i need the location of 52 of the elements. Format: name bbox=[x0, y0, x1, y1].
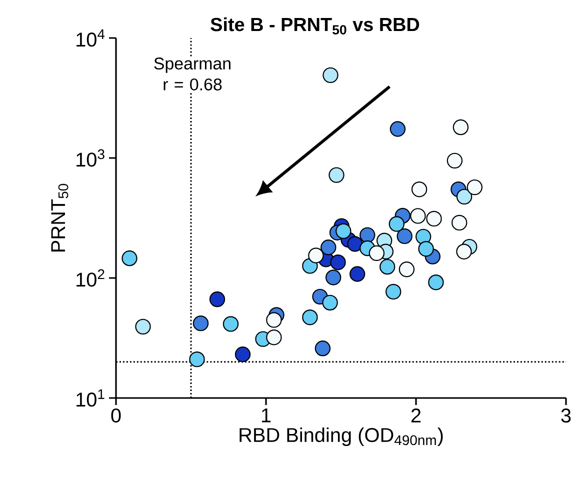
point bbox=[380, 258, 396, 275]
point bbox=[192, 315, 209, 332]
point bbox=[234, 346, 251, 362]
y-tick-label: 10$^{3}$ bbox=[76, 149, 104, 167]
point bbox=[330, 254, 346, 270]
x-tick-label: 1 bbox=[262, 408, 271, 422]
point bbox=[266, 330, 282, 346]
point bbox=[452, 119, 469, 136]
point bbox=[390, 121, 406, 137]
point bbox=[350, 266, 366, 282]
point bbox=[326, 270, 342, 286]
point bbox=[456, 244, 472, 260]
point bbox=[411, 181, 428, 198]
point bbox=[336, 223, 352, 239]
point bbox=[360, 227, 376, 243]
y-tick-label: 10$^{4}$ bbox=[76, 29, 105, 47]
y-tick-label: 10$^{1}$ bbox=[76, 389, 104, 407]
point bbox=[308, 248, 324, 264]
point bbox=[426, 210, 442, 227]
chart-title: Site B - PRNT$_{50}$ vs RBD bbox=[210, 17, 420, 34]
x-tick-label: 2 bbox=[411, 408, 421, 422]
point bbox=[466, 179, 483, 196]
point bbox=[396, 228, 412, 244]
point bbox=[189, 351, 205, 368]
point bbox=[122, 250, 138, 266]
x-tick-label: 3 bbox=[561, 408, 571, 423]
point bbox=[266, 312, 282, 328]
point bbox=[410, 208, 426, 224]
point bbox=[368, 245, 385, 262]
y-tick-label: 10$^{2}$ bbox=[76, 269, 104, 287]
point bbox=[222, 316, 239, 332]
point bbox=[347, 236, 363, 252]
x-tick-label: 0 bbox=[111, 408, 121, 423]
point bbox=[398, 262, 415, 278]
point bbox=[386, 284, 402, 300]
point bbox=[322, 294, 338, 311]
point bbox=[446, 152, 463, 169]
point bbox=[456, 188, 472, 205]
x-axis-title: RBD Binding (OD$_{490nm}$) bbox=[240, 427, 443, 446]
point bbox=[428, 274, 444, 290]
y-axis-title: PRNT$_{50}$ bbox=[51, 184, 68, 252]
point bbox=[328, 167, 344, 183]
point bbox=[452, 214, 468, 231]
point bbox=[314, 340, 331, 356]
point bbox=[418, 240, 434, 257]
point bbox=[320, 240, 336, 256]
point bbox=[388, 216, 405, 232]
point bbox=[322, 67, 338, 84]
annotation: Spearman r = 0.68 bbox=[154, 58, 230, 90]
point bbox=[135, 318, 151, 335]
point bbox=[302, 309, 318, 326]
point bbox=[209, 291, 226, 308]
